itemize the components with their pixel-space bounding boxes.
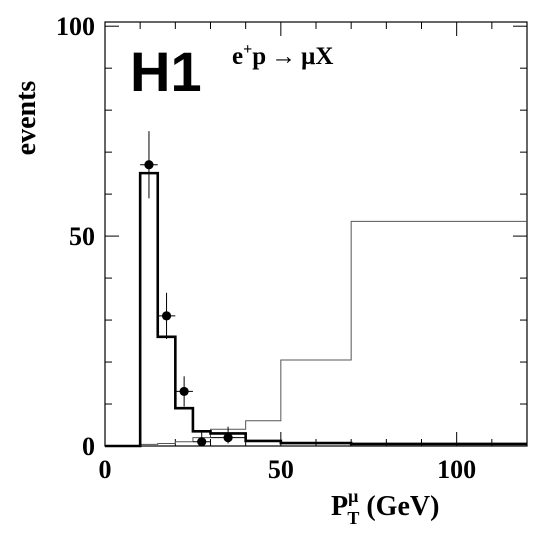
process-arrow: → [271,43,296,70]
data-point-marker [179,386,189,397]
data-point-marker [161,311,172,321]
process-rhs: μX [301,43,333,70]
thin-histogram-series [105,220,527,447]
y-axis-label: events [11,81,42,156]
y-tick-label: 0 [82,432,95,461]
data-point [210,426,246,444]
data-point [192,432,211,447]
process-lhs: e [232,43,243,70]
x-axis-label-main: P [331,491,348,522]
thick-histogram-series [105,171,527,448]
process-lhs-sup: + [243,41,252,58]
y-tick-labels: 0 50 100 [56,12,95,461]
x-tick-labels: 0 50 100 [99,455,477,484]
x-tick-label: 0 [99,455,112,484]
experiment-logo: H1 [130,40,202,103]
data-point-marker [144,160,154,170]
data-point-marker [223,433,233,443]
y-tick-label: 50 [69,222,95,251]
thin-histogram-line [105,220,527,447]
x-tick-label: 50 [268,455,294,484]
x-tick-label: 100 [437,455,476,484]
y-tick-label: 100 [56,12,95,41]
x-axis-label-sup: μ [348,486,358,506]
x-axis-label-unit: (GeV) [359,491,439,522]
thick-histogram-line [105,171,527,448]
data-point [157,292,176,339]
data-point-marker [197,437,207,447]
x-axis-label: Pμ T (GeV) [331,486,439,528]
process-lhs-after: p [252,43,266,70]
data-point [140,131,158,199]
process-label: e+p → μX [232,41,333,70]
data-points [140,131,246,447]
data-point [175,376,193,407]
x-axis-label-sub: T [347,508,359,528]
